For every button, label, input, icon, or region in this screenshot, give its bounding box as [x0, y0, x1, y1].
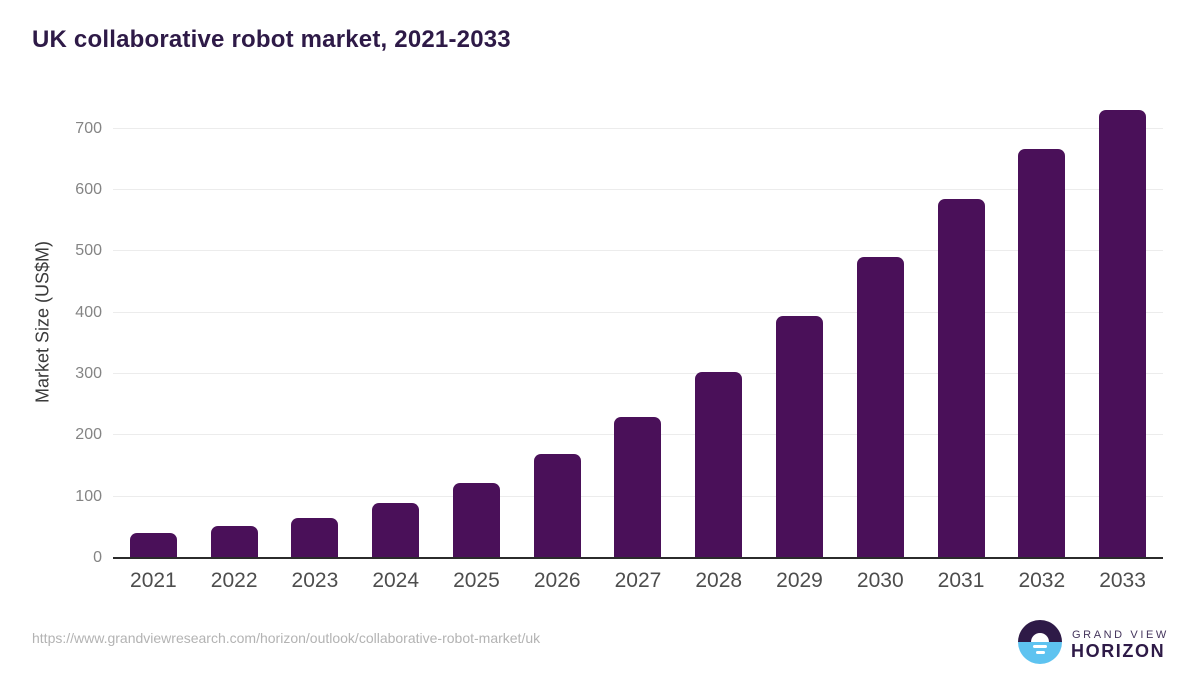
bar-slot-2033 — [1082, 98, 1163, 558]
horizon-sun-icon — [1018, 620, 1062, 664]
bar-2021 — [129, 532, 177, 558]
bar-slot-2032 — [1001, 98, 1082, 558]
y-axis-title: Market Size (US$M) — [32, 240, 53, 404]
gridline-500 — [113, 250, 1163, 252]
x-tick-label-2027: 2027 — [614, 569, 662, 592]
y-tick-label-0: 0 — [93, 549, 102, 566]
x-tick-label-2033: 2033 — [1099, 569, 1146, 592]
gridline-300 — [113, 373, 1163, 374]
x-axis-line — [113, 557, 1163, 559]
bar-slot-2021 — [113, 98, 194, 558]
x-tick-label-2023: 2023 — [291, 569, 339, 592]
bar-slot-2027 — [598, 98, 679, 558]
bar-2033 — [1099, 110, 1147, 558]
y-tick-label-100: 100 — [75, 487, 102, 505]
bar-2032 — [1018, 148, 1066, 558]
bar-slot-2022 — [194, 98, 275, 558]
bar-slot-2023 — [275, 98, 356, 558]
x-tick-label-2024: 2024 — [372, 569, 420, 592]
bar-2029 — [776, 316, 823, 558]
bar-2028 — [695, 371, 743, 558]
logo-brand-top: GRAND VIEW — [1072, 629, 1169, 641]
x-tick-label-2032: 2032 — [1018, 569, 1066, 592]
sun-shape — [1031, 633, 1049, 642]
bar-2030 — [856, 257, 904, 558]
bar-slot-2025 — [436, 98, 517, 558]
y-tick-label-700: 700 — [75, 119, 102, 137]
bar-slot-2024 — [355, 98, 436, 558]
bar-2025 — [452, 482, 500, 558]
y-tick-label-400: 400 — [75, 303, 102, 321]
bar-slot-2030 — [840, 98, 921, 558]
bar-2022 — [210, 526, 258, 558]
bar-slot-2026 — [517, 98, 598, 558]
bar-2026 — [533, 453, 581, 558]
gridline-700 — [113, 127, 1163, 129]
x-tick-label-2021: 2021 — [130, 569, 177, 592]
y-tick-label-500: 500 — [75, 242, 102, 260]
bar-2023 — [291, 517, 339, 558]
grand-view-horizon-logo: GRAND VIEW HORIZON — [1018, 620, 1166, 666]
plot-area — [113, 98, 1163, 558]
bar-slot-2029 — [759, 98, 840, 558]
bar-2027 — [614, 416, 662, 558]
sun-reflection-line-1 — [1033, 645, 1047, 648]
y-tick-label-300: 300 — [75, 365, 102, 382]
bar-2031 — [937, 198, 985, 558]
logo-brand-bottom: HORIZON — [1071, 641, 1166, 661]
sun-reflection-line-2 — [1035, 651, 1045, 654]
gridline-600 — [113, 189, 1163, 190]
x-axis-tick-labels: 2021 2022 2023 2024 2025 2026 2027 2028 2029 2030… — [113, 569, 1163, 593]
bar-slot-2028 — [678, 98, 759, 558]
x-tick-label-2026: 2026 — [533, 569, 581, 592]
y-tick-label-200: 200 — [75, 426, 102, 444]
x-tick-label-2028: 2028 — [695, 569, 743, 592]
x-tick-label-2031: 2031 — [937, 569, 985, 592]
bar-2024 — [372, 503, 420, 558]
x-tick-label-2029: 2029 — [776, 569, 823, 592]
bar-slot-2031 — [921, 98, 1002, 558]
x-tick-label-2025: 2025 — [453, 569, 500, 592]
y-tick-label-600: 600 — [75, 181, 102, 198]
gridline-400 — [113, 311, 1163, 313]
x-tick-label-2022: 2022 — [210, 569, 258, 592]
chart-title: UK collaborative robot market, 2021-2033 — [32, 26, 511, 53]
x-tick-label-2030: 2030 — [856, 569, 904, 592]
bar-series — [113, 98, 1163, 558]
source-url: https://www.grandviewresearch.com/horizo… — [32, 630, 541, 646]
